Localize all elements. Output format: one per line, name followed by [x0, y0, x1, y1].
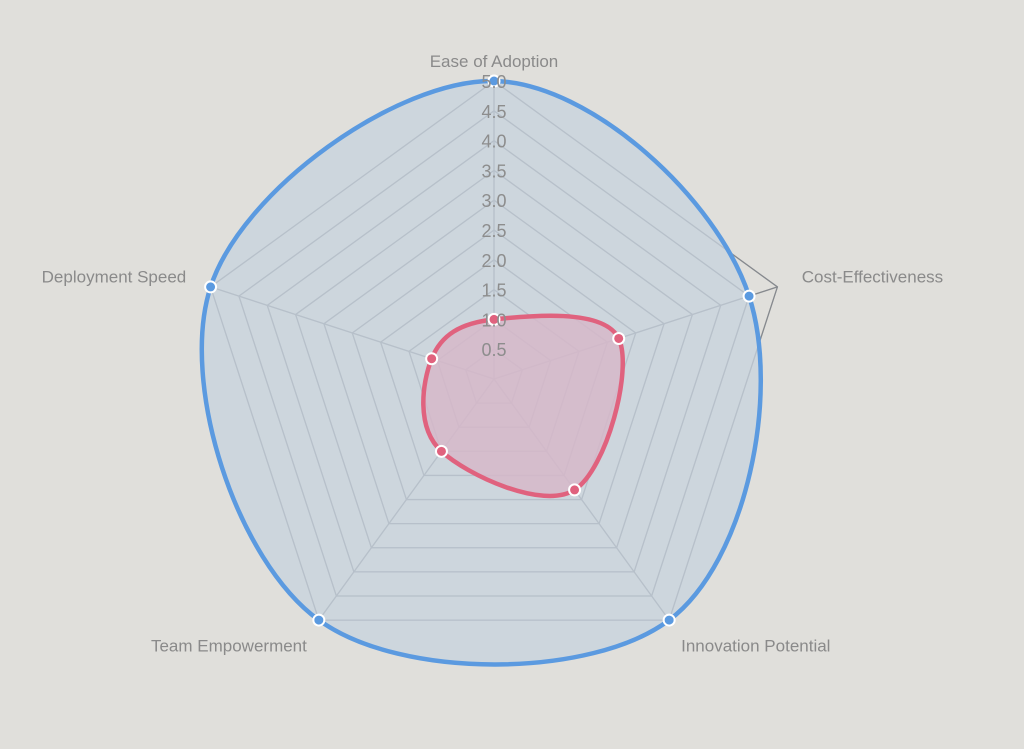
tick-label: 1.0	[481, 310, 506, 330]
tick-label: 4.0	[481, 132, 506, 152]
tick-label: 1.5	[481, 281, 506, 301]
axis-labels: Ease of Adoption Cost-Effectiveness Innova…	[42, 52, 944, 656]
data-point	[204, 280, 218, 294]
data-point	[742, 289, 756, 303]
tick-label: 2.0	[481, 251, 506, 271]
axis-label: Ease of Adoption	[430, 52, 559, 71]
data-point	[612, 331, 626, 345]
tick-label: 3.5	[481, 161, 506, 181]
data-point	[312, 613, 326, 627]
radial-tick-labels: 0.5 1.0 1.5 2.0 2.5 3.0 3.5 4.0 4.5 5.0	[481, 72, 506, 360]
data-point	[487, 312, 501, 326]
tick-label: 3.0	[481, 191, 506, 211]
data-point	[425, 352, 439, 366]
data-point	[487, 74, 501, 88]
data-point	[568, 483, 582, 497]
tick-label: 2.5	[481, 221, 506, 241]
series-area	[423, 315, 623, 496]
axis-label: Innovation Potential	[681, 637, 830, 656]
series-line	[199, 78, 764, 667]
axis-label: Deployment Speed	[42, 267, 187, 286]
radar-series	[199, 74, 764, 667]
tick-label: 0.5	[481, 340, 506, 360]
data-point	[434, 444, 448, 458]
data-point	[662, 613, 676, 627]
axis-label: Team Empowerment	[151, 637, 307, 656]
tick-label: 4.5	[481, 102, 506, 122]
tick-label: 5.0	[481, 72, 506, 92]
axis-label: Cost-Effectiveness	[802, 267, 943, 286]
